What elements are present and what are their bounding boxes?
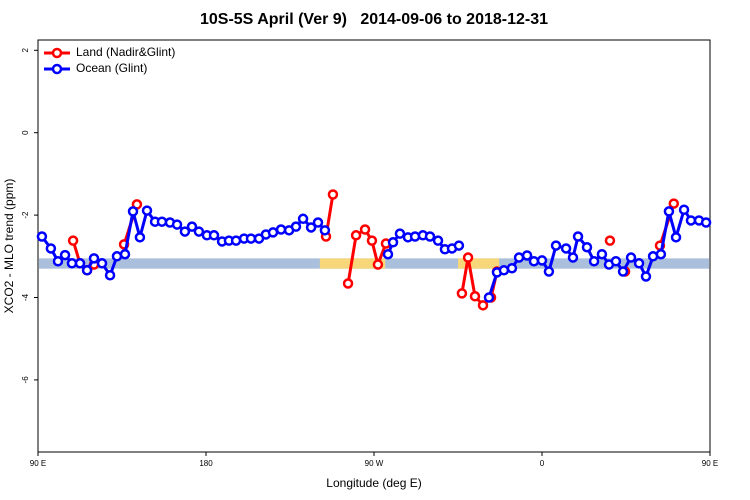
data-point — [366, 235, 378, 246]
data-point — [327, 189, 339, 200]
data-point — [81, 265, 93, 276]
data-point — [678, 204, 690, 215]
data-point — [350, 230, 362, 241]
data-point — [127, 206, 139, 217]
data-point — [633, 258, 645, 269]
x-tick-label: 180 — [199, 459, 213, 468]
legend-label: Land (Nadir&Glint) — [76, 45, 175, 59]
data-point — [134, 232, 146, 243]
data-point — [312, 217, 324, 228]
data-point — [663, 206, 675, 217]
data-point — [96, 258, 108, 269]
data-point — [543, 266, 555, 277]
data-point — [141, 205, 153, 216]
data-point — [156, 216, 168, 227]
data-point — [36, 231, 48, 242]
data-point — [581, 241, 593, 253]
data-point — [536, 255, 548, 266]
data-point — [104, 270, 116, 281]
data-point — [179, 226, 191, 237]
data-point — [342, 278, 354, 289]
legend-marker — [51, 63, 63, 75]
data-point — [186, 221, 198, 232]
data-point — [625, 252, 637, 263]
data-point — [668, 198, 680, 209]
data-point — [567, 252, 579, 263]
data-point — [359, 224, 371, 235]
data-point — [610, 255, 622, 267]
data-point — [208, 230, 220, 241]
data-point — [74, 258, 86, 269]
data-point — [432, 235, 444, 246]
y-tick-label: -4 — [21, 293, 30, 301]
y-axis-title: XCO2 - MLO trend (ppm) — [2, 179, 16, 314]
data-point — [319, 225, 331, 236]
data-point — [528, 255, 540, 267]
data-point — [506, 262, 518, 274]
data-point — [453, 240, 465, 251]
data-point — [700, 217, 712, 228]
data-point — [52, 255, 64, 267]
data-point — [230, 235, 242, 246]
data-point — [550, 240, 562, 251]
data-point — [521, 250, 533, 261]
data-point — [372, 259, 384, 270]
data-point — [424, 231, 436, 242]
x-tick-label: 90 W — [365, 459, 384, 468]
y-tick-label: -6 — [21, 376, 30, 384]
y-tick-label: -2 — [21, 211, 30, 219]
chart-title: 10S-5S April (Ver 9) 2014-09-06 to 2018-… — [200, 11, 548, 28]
data-point — [640, 271, 652, 282]
data-point — [275, 224, 287, 235]
data-point — [462, 252, 474, 263]
data-point — [560, 243, 572, 254]
data-point — [290, 221, 302, 232]
y-tick-label: 0 — [21, 130, 30, 135]
x-axis-title: Longitude (deg E) — [326, 476, 421, 490]
data-point — [297, 213, 309, 225]
data-point — [382, 248, 394, 260]
data-point — [193, 226, 205, 237]
data-point — [588, 255, 600, 267]
data-point — [572, 231, 584, 242]
legend-marker — [51, 47, 63, 59]
data-point — [477, 300, 489, 311]
data-point — [617, 266, 629, 277]
data-point — [387, 237, 399, 248]
data-point — [394, 228, 406, 239]
data-point — [483, 292, 495, 303]
land-band — [458, 258, 500, 269]
data-point — [655, 248, 667, 260]
data-point — [604, 235, 616, 246]
x-tick-label: 90 E — [702, 459, 718, 468]
data-point — [45, 243, 57, 254]
data-point — [111, 251, 123, 262]
x-tick-label: 90 E — [30, 459, 46, 468]
data-point — [469, 291, 481, 302]
data-point — [59, 249, 71, 261]
x-tick-label: 0 — [540, 459, 545, 468]
data-point — [305, 222, 317, 233]
data-point — [67, 235, 79, 246]
data-point — [88, 253, 100, 264]
data-point — [171, 219, 183, 230]
data-point — [596, 248, 608, 260]
data-point — [513, 252, 525, 263]
y-tick-label: 2 — [21, 48, 30, 53]
legend-label: Ocean (Glint) — [76, 61, 147, 75]
data-point — [670, 232, 682, 243]
data-point — [456, 288, 468, 299]
data-point — [119, 248, 131, 260]
data-point — [498, 265, 510, 276]
